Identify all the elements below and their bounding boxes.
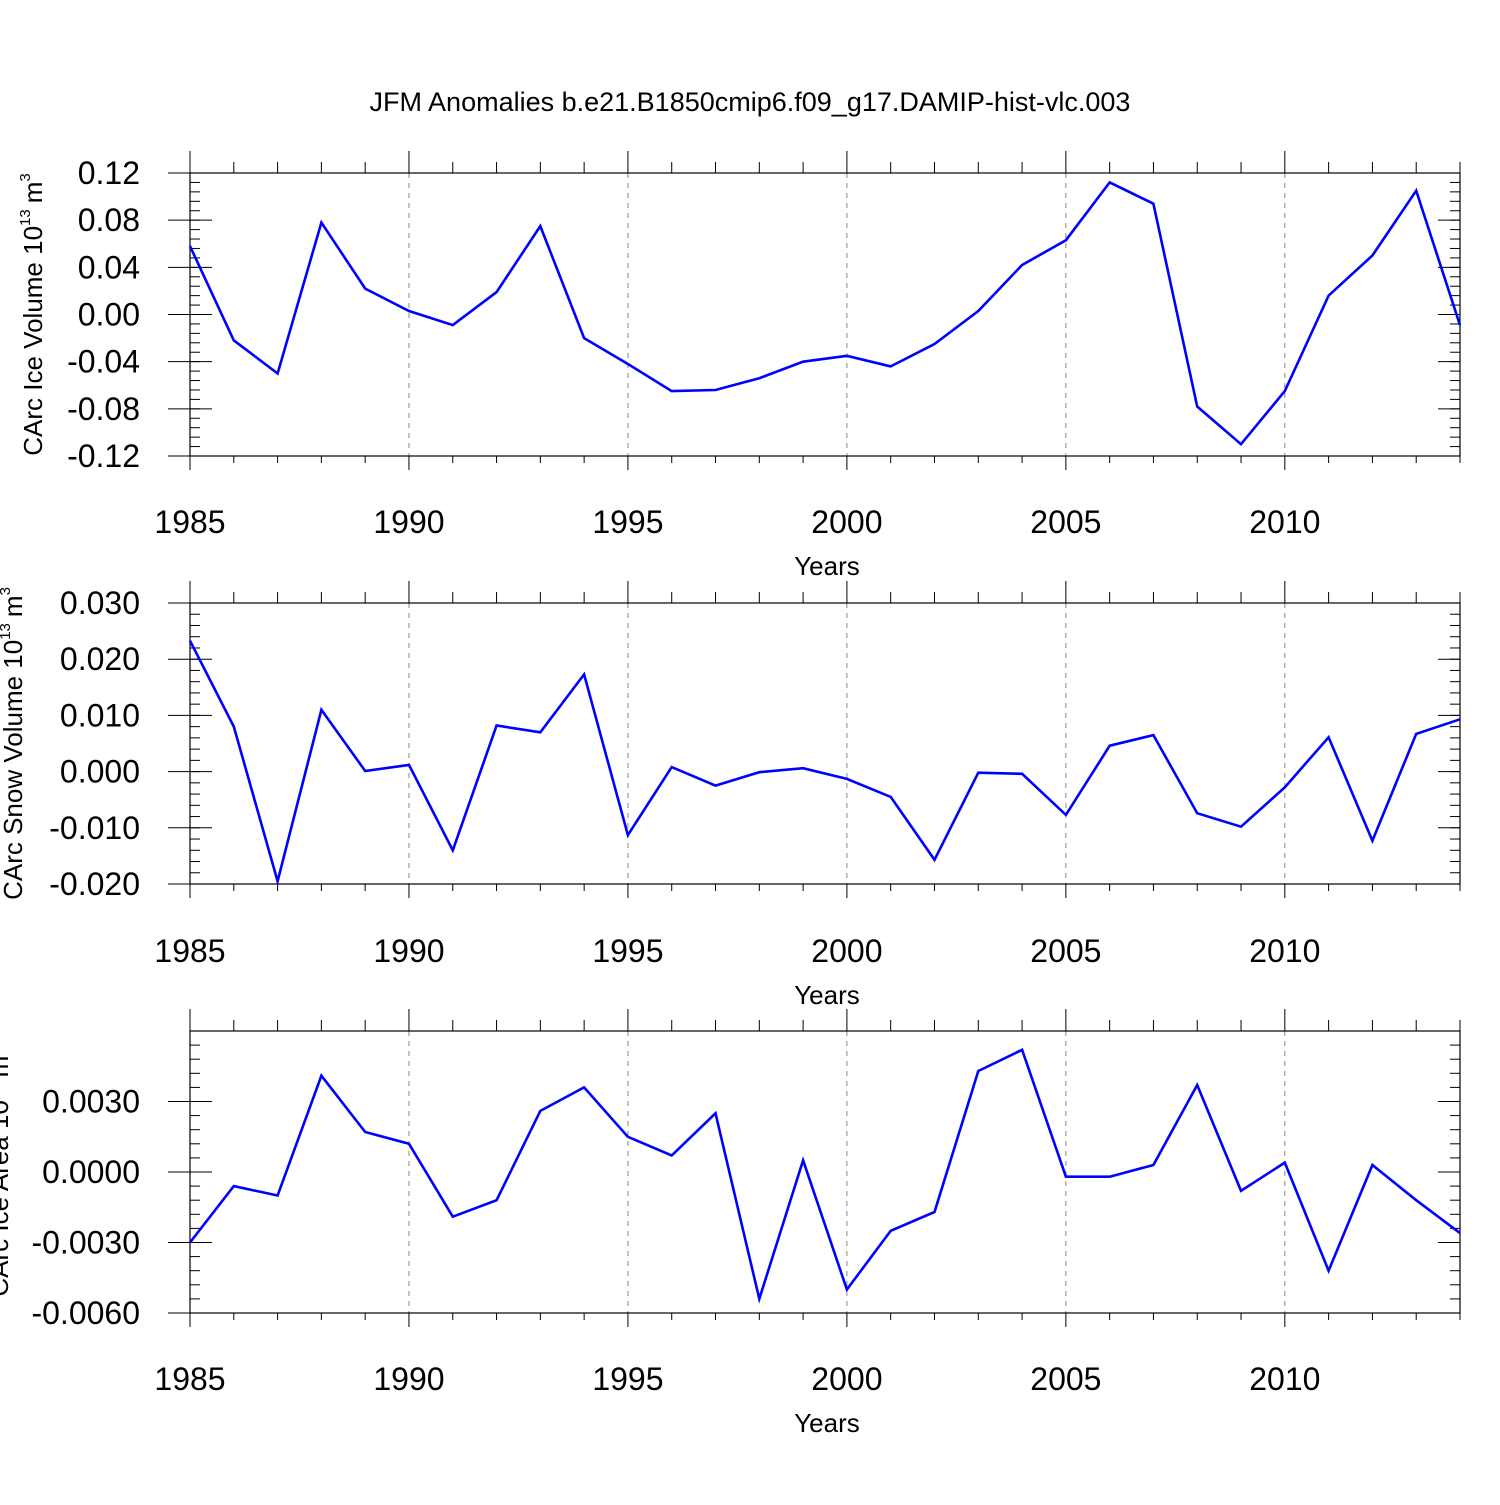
x-tick-label: 1985 bbox=[154, 504, 225, 540]
y-axis-title: CArc Ice Area 1013m2 bbox=[0, 1047, 14, 1296]
x-tick-label: 2010 bbox=[1249, 1361, 1320, 1397]
y-tick-label: 0.030 bbox=[60, 585, 140, 621]
y-axis-title-text: CArc Ice Area 10 bbox=[0, 1100, 14, 1297]
x-axis-title: Years bbox=[794, 551, 860, 581]
y-tick-label: 0.12 bbox=[78, 155, 140, 191]
y-tick-label: -0.010 bbox=[49, 810, 140, 846]
x-tick-label: 2000 bbox=[811, 933, 882, 969]
series-line bbox=[188, 180, 1462, 447]
x-axis-title: Years bbox=[794, 980, 860, 1010]
panel-ice-volume: 1985 1990 1995 2000 2005 2010 -0.12 -0.08 -0.04 0… bbox=[17, 151, 1462, 581]
figure-title: JFM Anomalies b.e21.B1850cmip6.f09_g17.D… bbox=[370, 87, 1131, 117]
y-tick-label: 0.04 bbox=[78, 249, 140, 285]
y-tick-label: -0.020 bbox=[49, 866, 140, 902]
y-tick-label: 0.00 bbox=[78, 297, 140, 333]
y-axis-title: CArc Ice Volume 1013 m3 bbox=[17, 173, 48, 455]
x-tick-label: 2010 bbox=[1249, 933, 1320, 969]
x-tick-label: 1995 bbox=[592, 933, 663, 969]
x-tick-label: 1995 bbox=[592, 504, 663, 540]
x-tick-label: 2000 bbox=[811, 504, 882, 540]
y-axis-title-unit: m bbox=[18, 182, 48, 204]
x-tick-label: 1990 bbox=[373, 933, 444, 969]
x-tick-label: 2000 bbox=[811, 1361, 882, 1397]
x-tick-label: 1985 bbox=[154, 1361, 225, 1397]
x-tick-label: 1990 bbox=[373, 504, 444, 540]
series-line bbox=[188, 1047, 1461, 1304]
y-tick-label: 0.0000 bbox=[42, 1154, 140, 1190]
y-tick-label: -0.0030 bbox=[31, 1225, 140, 1261]
y-tick-label: -0.0060 bbox=[31, 1295, 140, 1331]
y-tick-label: 0.020 bbox=[60, 641, 140, 677]
y-axis-title-unit-exponent: 3 bbox=[0, 587, 14, 595]
y-tick-label: 0.000 bbox=[60, 754, 140, 790]
x-axis-title: Years bbox=[794, 1408, 860, 1438]
y-tick-label: -0.08 bbox=[67, 391, 140, 427]
y-tick-label: 0.08 bbox=[78, 202, 140, 238]
y-tick-label: 0.010 bbox=[60, 697, 140, 733]
y-tick-label: -0.12 bbox=[67, 438, 140, 474]
x-tick-label: 1990 bbox=[373, 1361, 444, 1397]
x-tick-label: 1995 bbox=[592, 1361, 663, 1397]
panel-frame bbox=[189, 1030, 1461, 1314]
series-line bbox=[188, 640, 1461, 887]
x-tick-label: 2005 bbox=[1030, 933, 1101, 969]
y-tick-label: -0.04 bbox=[67, 344, 140, 380]
panel-frame bbox=[189, 172, 1461, 457]
y-axis-title-text: CArc Ice Volume 10 bbox=[18, 226, 48, 456]
y-tick-label: 0.0030 bbox=[42, 1084, 140, 1120]
x-tick-label: 2010 bbox=[1249, 504, 1320, 540]
x-tick-label: 2005 bbox=[1030, 504, 1101, 540]
panel-frame bbox=[189, 602, 1461, 885]
panel-ice-area: 1985 1990 1995 2000 2005 2010 -0.0060 -0.0030 0.… bbox=[0, 1009, 1461, 1438]
y-axis-title-unit: m bbox=[0, 595, 28, 617]
y-axis-title-exponent: 13 bbox=[0, 623, 14, 640]
panel-snow-volume: 1985 1990 1995 2000 2005 2010 -0.020 -0.010 0.00… bbox=[0, 581, 1461, 1010]
y-axis-title-unit: m bbox=[0, 1056, 14, 1078]
y-axis-title: CArc Snow Volume 1013 m3 bbox=[0, 587, 28, 900]
x-tick-label: 1985 bbox=[154, 933, 225, 969]
y-axis-title-unit-exponent: 3 bbox=[17, 173, 34, 181]
x-tick-label: 2005 bbox=[1030, 1361, 1101, 1397]
y-axis-title-exponent: 13 bbox=[17, 209, 34, 226]
y-axis-title-text: CArc Snow Volume 10 bbox=[0, 640, 28, 900]
